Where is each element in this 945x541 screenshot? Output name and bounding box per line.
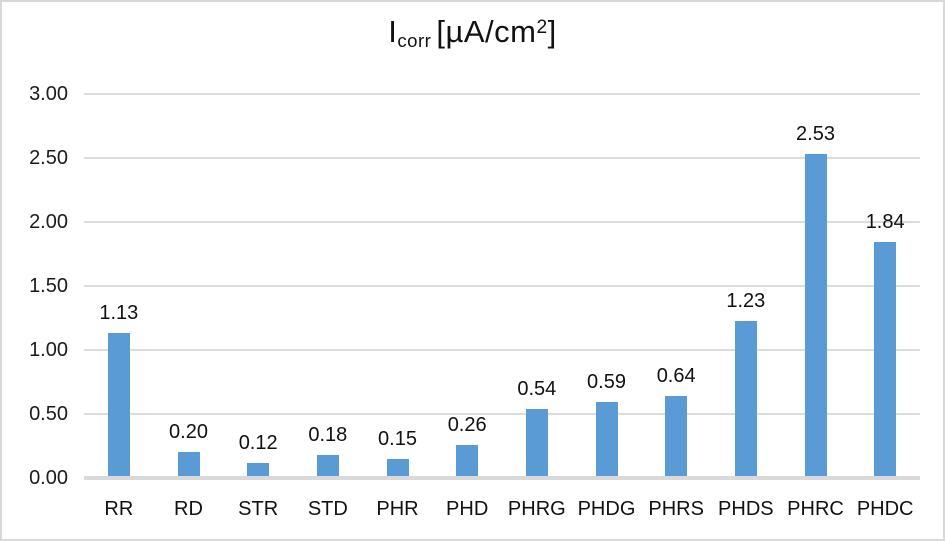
bar xyxy=(177,452,200,476)
bar xyxy=(595,402,618,476)
x-tick-label: PHD xyxy=(446,498,489,520)
x-tick-label: PHRS xyxy=(648,498,704,520)
gridline xyxy=(84,157,920,159)
bar-value-label: 1.13 xyxy=(99,302,139,325)
x-tick-label: PHDS xyxy=(718,498,774,520)
gridline xyxy=(84,93,920,95)
gridline xyxy=(84,285,920,287)
y-tick-label: 0.50 xyxy=(29,403,68,425)
title-unit-exponent: 2 xyxy=(536,17,548,39)
x-tick-label: PHR xyxy=(376,498,419,520)
gridline xyxy=(84,349,920,351)
bar-value-label: 1.84 xyxy=(865,211,905,234)
title-subscript: corr xyxy=(397,30,432,52)
bar-value-label: 0.59 xyxy=(587,371,626,394)
bar xyxy=(874,242,897,476)
bar-value-label: 0.12 xyxy=(238,431,278,454)
bar xyxy=(804,154,827,476)
bar xyxy=(734,320,757,476)
bar-value-label: 0.20 xyxy=(169,421,208,444)
x-tick-label: PHRG xyxy=(507,498,566,520)
bar xyxy=(386,458,409,476)
bar-value-label: 1.23 xyxy=(726,289,766,312)
y-tick-label: 3.00 xyxy=(29,83,68,105)
x-axis-line xyxy=(84,476,920,480)
y-tick-label: 0.00 xyxy=(29,467,68,489)
y-tick-label: 2.00 xyxy=(29,211,68,233)
gridline xyxy=(84,413,920,415)
x-tick-label: STD xyxy=(307,498,348,520)
bar-value-label: 0.64 xyxy=(656,365,696,388)
bar-value-label: 0.54 xyxy=(517,377,557,400)
bar-value-label: 0.26 xyxy=(447,413,487,436)
title-unit-open: [µA/cm xyxy=(436,14,537,49)
bar xyxy=(525,408,548,476)
x-tick-label: STR xyxy=(238,498,279,520)
bar xyxy=(456,444,479,476)
y-tick-label: 2.50 xyxy=(29,147,68,169)
bar xyxy=(107,333,130,476)
gridline xyxy=(84,221,920,223)
title-unit-close: ] xyxy=(547,14,557,49)
bar xyxy=(316,454,339,476)
bar xyxy=(247,462,270,476)
x-tick-label: PHDC xyxy=(856,498,914,520)
chart-title: Icorr [µA/cm2] xyxy=(2,14,943,52)
bar-value-label: 2.53 xyxy=(796,123,835,146)
x-tick-label: RR xyxy=(104,498,134,520)
y-tick-label: 1.00 xyxy=(29,339,68,361)
y-tick-label: 1.50 xyxy=(29,275,68,297)
bar xyxy=(665,396,688,476)
bar-value-label: 0.18 xyxy=(308,423,348,446)
x-tick-label: PHRC xyxy=(787,498,844,520)
bar-value-label: 0.15 xyxy=(378,427,417,450)
x-tick-label: RD xyxy=(174,498,203,520)
x-tick-label: PHDG xyxy=(577,498,636,520)
title-symbol: I xyxy=(388,14,398,49)
